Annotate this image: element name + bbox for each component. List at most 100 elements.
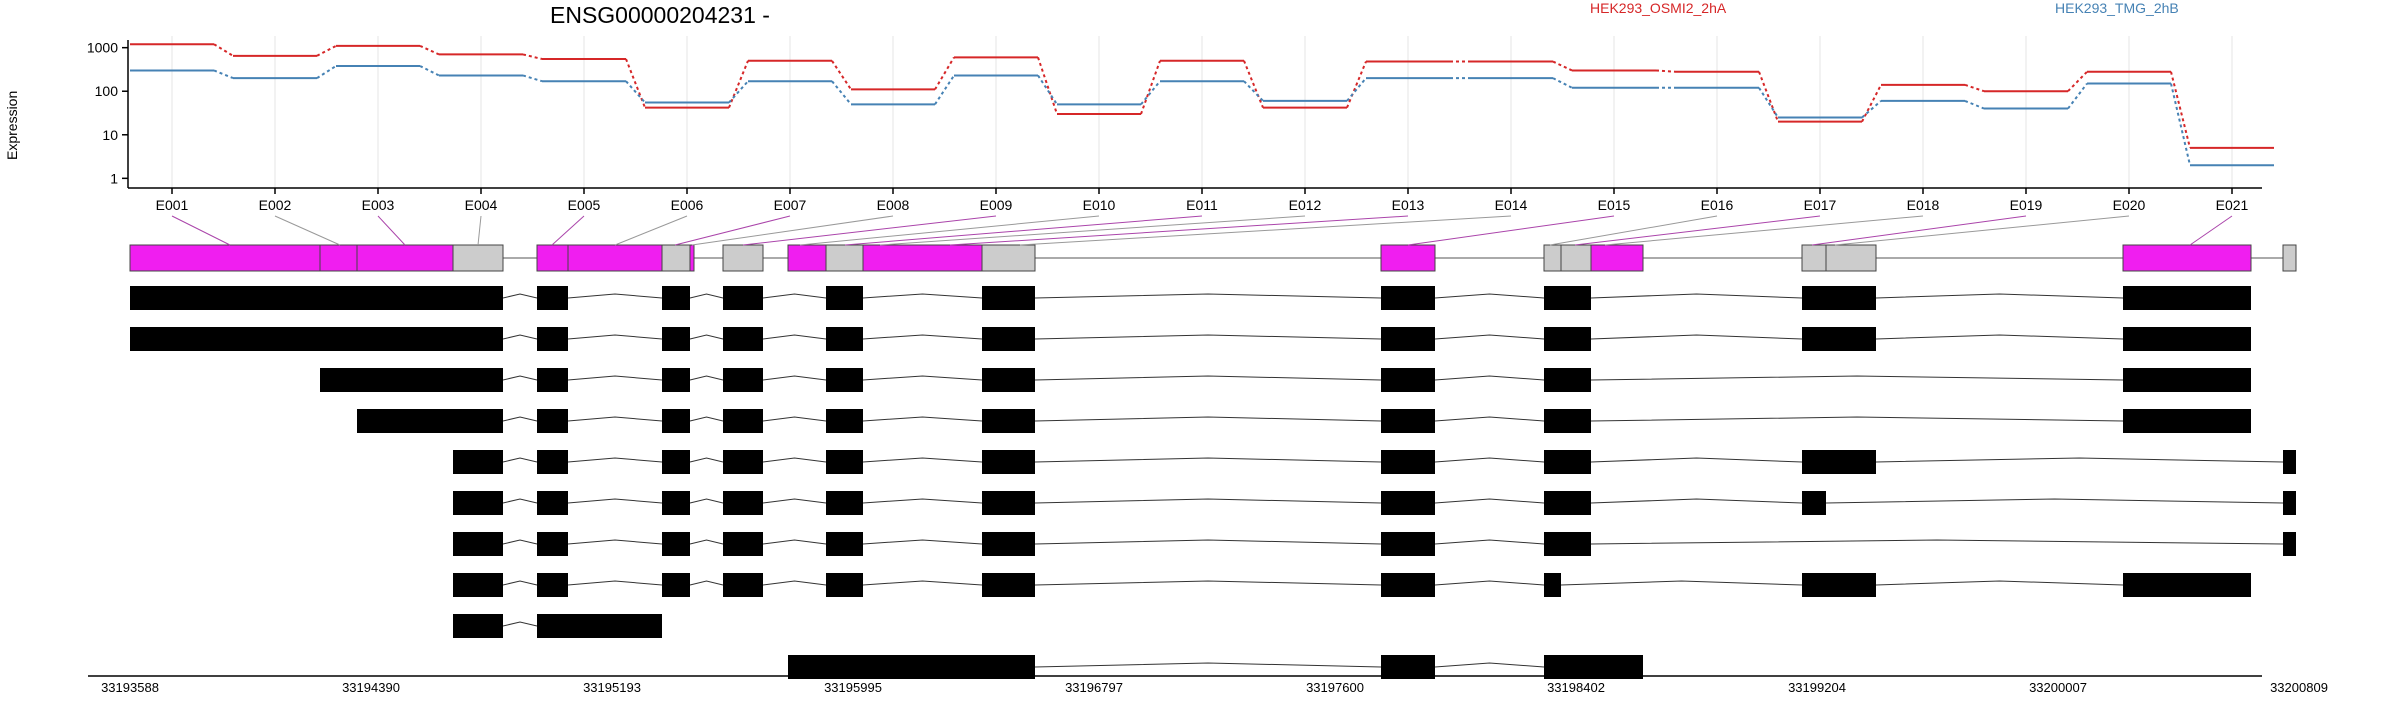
genome-axis-label: 33195995 bbox=[824, 680, 882, 695]
gene-model-exon bbox=[452, 244, 504, 272]
transcript-exon bbox=[826, 450, 863, 474]
x-tick-label: E006 bbox=[671, 197, 704, 213]
transcript-intron bbox=[567, 539, 663, 545]
series-2-connector bbox=[2067, 82, 2088, 110]
genome-axis-label: 33197600 bbox=[1306, 680, 1364, 695]
transcript-intron bbox=[762, 293, 827, 299]
transcript-exon bbox=[826, 532, 863, 556]
transcript-exon bbox=[982, 368, 1035, 392]
x-tick-label: E021 bbox=[2216, 197, 2249, 213]
gene-model-exon bbox=[129, 244, 321, 272]
gene-model-exon bbox=[536, 244, 569, 272]
transcript-intron bbox=[1875, 293, 2124, 299]
transcript-exon bbox=[537, 532, 568, 556]
transcript-intron bbox=[1590, 539, 2284, 545]
transcript-exon bbox=[130, 286, 503, 310]
transcript-intron bbox=[502, 334, 538, 340]
transcript-exon bbox=[537, 409, 568, 433]
x-tick-label: E002 bbox=[259, 197, 292, 213]
x-tick-label: E008 bbox=[877, 197, 910, 213]
transcript-intron bbox=[502, 580, 538, 586]
transcript-intron bbox=[689, 375, 724, 381]
transcript-intron bbox=[567, 416, 663, 422]
transcript-exon bbox=[1381, 327, 1435, 351]
transcript-exon bbox=[1802, 573, 1876, 597]
series-2-connector bbox=[728, 80, 749, 104]
genome-axis-label: 33199204 bbox=[1788, 680, 1846, 695]
series-1-connector bbox=[1037, 57, 1058, 115]
transcript-exon bbox=[662, 286, 690, 310]
genome-axis-label: 33193588 bbox=[101, 680, 159, 695]
transcript-exon bbox=[453, 450, 503, 474]
series-2-connector bbox=[316, 65, 337, 79]
transcript-intron bbox=[1034, 457, 1382, 463]
transcript-intron bbox=[1434, 662, 1545, 668]
transcript-intron bbox=[689, 416, 724, 422]
series-2-connector bbox=[1964, 99, 1985, 110]
series-1-connector bbox=[316, 44, 337, 57]
x-tick-label: E015 bbox=[1598, 197, 1631, 213]
series-1-connector bbox=[2067, 71, 2088, 92]
transcript-exon bbox=[2123, 286, 2251, 310]
bin-connector bbox=[799, 215, 1100, 246]
transcript-exon bbox=[1381, 573, 1435, 597]
transcript-intron bbox=[762, 580, 827, 586]
transcript-exon bbox=[723, 532, 763, 556]
x-tick-label: E014 bbox=[1495, 197, 1528, 213]
transcript-intron bbox=[502, 293, 538, 299]
gene-model-exon bbox=[2282, 244, 2297, 272]
bin-connector bbox=[1574, 215, 1821, 246]
genome-axis-label: 33194390 bbox=[342, 680, 400, 695]
transcript-exon bbox=[723, 327, 763, 351]
transcript-exon bbox=[1381, 409, 1435, 433]
transcript-intron bbox=[689, 334, 724, 340]
series-1-connector bbox=[522, 53, 543, 60]
x-tick-label: E005 bbox=[568, 197, 601, 213]
transcript-exon bbox=[1381, 286, 1435, 310]
transcript-intron bbox=[1875, 457, 2284, 463]
gene-model-exon bbox=[787, 244, 827, 272]
series-2-connector bbox=[419, 65, 440, 77]
legend-item-series-1: HEK293_OSMI2_2hA bbox=[1590, 0, 1727, 16]
transcript-exon bbox=[2123, 409, 2251, 433]
x-tick-label: E001 bbox=[156, 197, 189, 213]
series-1-connector bbox=[2170, 71, 2191, 149]
transcript-intron bbox=[1590, 416, 2124, 422]
series-1-connector bbox=[831, 60, 852, 90]
transcript-exon bbox=[982, 409, 1035, 433]
transcript-exon bbox=[662, 327, 690, 351]
bin-connector bbox=[674, 215, 791, 246]
bin-connector bbox=[1811, 215, 2027, 246]
transcript-intron bbox=[762, 457, 827, 463]
transcript-exon bbox=[662, 368, 690, 392]
x-tick-label: E009 bbox=[980, 197, 1013, 213]
transcript-exon bbox=[2123, 573, 2251, 597]
x-tick-label: E003 bbox=[362, 197, 395, 213]
bin-connector bbox=[1834, 215, 2130, 246]
transcript-intron bbox=[1034, 539, 1382, 545]
chart-title: ENSG00000204231 - bbox=[550, 2, 770, 28]
transcript-intron bbox=[502, 539, 538, 545]
gene-model-exon bbox=[356, 244, 454, 272]
gene-model-exon bbox=[689, 244, 695, 272]
transcript-exon bbox=[1544, 450, 1591, 474]
gene-model-exon bbox=[1590, 244, 1644, 272]
transcript-intron bbox=[1590, 457, 1803, 463]
series-1-connector bbox=[934, 56, 955, 90]
x-tick-label: E018 bbox=[1907, 197, 1940, 213]
x-tick-label: E012 bbox=[1289, 197, 1322, 213]
bin-connector bbox=[1549, 215, 1718, 246]
series-1-connector bbox=[1552, 60, 1573, 72]
bin-connector bbox=[844, 215, 1203, 246]
gene-model-exon bbox=[567, 244, 663, 272]
gene-model-exon bbox=[1380, 244, 1436, 272]
bin-connector bbox=[551, 215, 585, 246]
transcript-intron bbox=[762, 498, 827, 504]
transcript-intron bbox=[862, 580, 983, 586]
transcript-intron bbox=[1434, 498, 1545, 504]
transcript-exon bbox=[788, 655, 1035, 679]
transcript-exon bbox=[723, 573, 763, 597]
x-tick-label: E017 bbox=[1804, 197, 1837, 213]
transcript-intron bbox=[1825, 498, 2284, 504]
